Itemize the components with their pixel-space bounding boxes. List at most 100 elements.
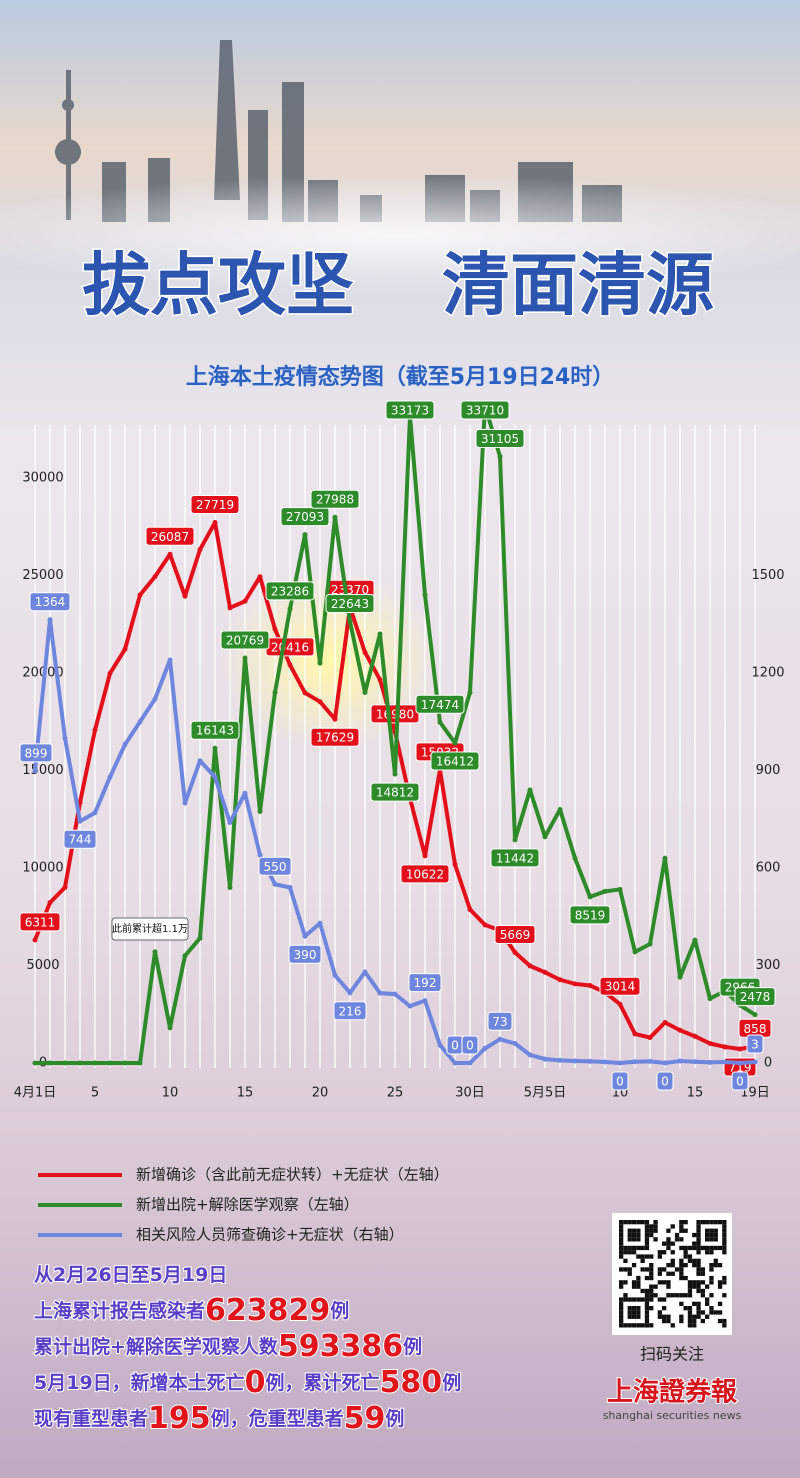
chart-title: 上海本土疫情态势图（截至5月19日24时） [186, 364, 615, 390]
stat-text: 例 [442, 1371, 461, 1394]
point [632, 1059, 638, 1065]
qr-cell [640, 1323, 645, 1328]
qr-cell [670, 1271, 675, 1276]
point [302, 933, 308, 939]
qr-cell [657, 1267, 662, 1272]
title-right: 清面清源 [442, 247, 714, 326]
point [392, 771, 398, 777]
qr-cell [636, 1280, 641, 1285]
point [557, 977, 563, 983]
legend-label: 新增出院+解除医学观察（左轴） [136, 1196, 359, 1214]
qr-cell [627, 1267, 632, 1272]
qr-cell [713, 1263, 718, 1268]
point [227, 820, 233, 825]
point [242, 655, 248, 661]
point [167, 1025, 173, 1031]
point [707, 996, 713, 1002]
qr-cell [696, 1228, 701, 1233]
qr-cell [619, 1267, 624, 1272]
qr-cell [722, 1280, 727, 1285]
qr-cell [649, 1263, 654, 1268]
qr-cell [692, 1241, 697, 1246]
point [587, 894, 593, 900]
qr-cell [627, 1232, 632, 1238]
point [347, 618, 353, 624]
x-tick-label: 4月1日 [14, 1086, 57, 1101]
value-label-box [310, 489, 360, 509]
qr-cell [705, 1232, 710, 1238]
value-label: 0 [451, 1039, 459, 1053]
value-label: 1364 [35, 595, 66, 609]
qr-cell [700, 1271, 705, 1276]
qr-cell [705, 1228, 710, 1233]
point [662, 1019, 668, 1025]
value-label-box [656, 1071, 674, 1091]
qr-cell [692, 1323, 697, 1328]
point [692, 937, 698, 943]
qr-cell [619, 1245, 624, 1251]
point [632, 1031, 638, 1037]
qr-cell [623, 1220, 628, 1225]
qr-cell [644, 1232, 650, 1238]
point [92, 727, 98, 733]
point [737, 1060, 743, 1066]
qr-code [612, 1213, 732, 1335]
qr-cell [662, 1306, 667, 1311]
qr-cell [687, 1280, 693, 1285]
point [722, 1044, 728, 1050]
qr-cell [713, 1220, 718, 1225]
point [257, 852, 263, 858]
qr-cell [687, 1245, 693, 1251]
qr-cell [713, 1232, 718, 1238]
value-label-box [487, 1011, 513, 1031]
qr-cell [696, 1263, 701, 1268]
point [542, 1056, 548, 1062]
qr-cell [649, 1306, 654, 1311]
value-label: 27988 [316, 493, 354, 507]
qr-cell [623, 1250, 628, 1255]
qr-cell [670, 1293, 675, 1298]
point [422, 998, 428, 1004]
stat-text: 例 [403, 1335, 422, 1358]
qr-cell [644, 1245, 650, 1251]
value-label: 5669 [500, 928, 531, 942]
qr-cell [696, 1301, 701, 1306]
qr-cell [679, 1228, 684, 1233]
qr-cell [623, 1267, 628, 1272]
value-label: 22643 [331, 597, 369, 611]
qr-cell [687, 1323, 693, 1328]
point [722, 1059, 728, 1065]
point [437, 1042, 443, 1048]
qr-cell [619, 1220, 624, 1225]
point [512, 837, 518, 843]
value-label: 33710 [466, 404, 504, 418]
qr-cell [717, 1263, 723, 1268]
qr-cell [636, 1254, 641, 1259]
point [647, 941, 653, 947]
qr-cell [644, 1297, 650, 1302]
qr-cell [644, 1237, 650, 1242]
qr-cell [705, 1301, 710, 1306]
qr-cell [644, 1275, 650, 1281]
qr-cell [649, 1267, 654, 1272]
qr-cell [674, 1293, 680, 1298]
value-label-box [415, 694, 465, 714]
qr-cell [653, 1220, 658, 1225]
qr-cell [717, 1220, 723, 1225]
stat-line: 现有重型患者195例，危重型患者59例 [34, 1401, 404, 1436]
qr-cell [692, 1301, 697, 1306]
qr-cell [631, 1220, 637, 1225]
qr-cell [631, 1284, 637, 1289]
qr-cell [679, 1293, 684, 1298]
qr-cell [662, 1314, 667, 1319]
value-label: 14812 [376, 786, 414, 800]
stat-text: 例，危重型患者 [211, 1407, 344, 1430]
point [752, 1059, 758, 1065]
point [527, 787, 533, 793]
qr-cell [696, 1250, 701, 1255]
value-label: 3 [751, 1038, 759, 1052]
point [617, 886, 623, 892]
qr-cell [709, 1267, 714, 1272]
value-label-box [408, 973, 442, 993]
